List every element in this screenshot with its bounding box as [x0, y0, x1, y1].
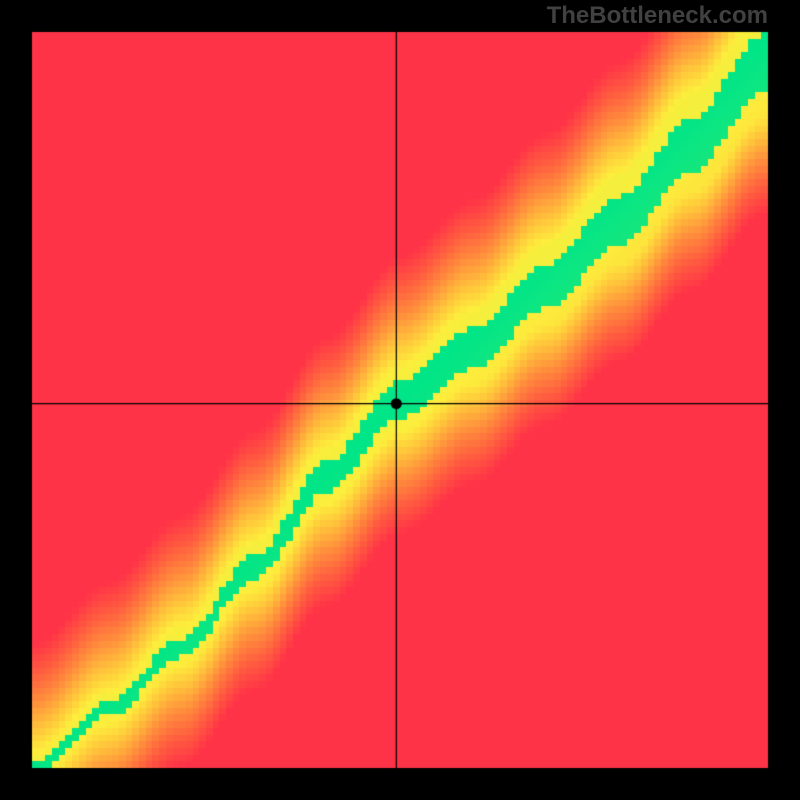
watermark-text: TheBottleneck.com	[547, 2, 768, 30]
chart-container: TheBottleneck.com	[0, 0, 800, 800]
bottleneck-heatmap	[0, 0, 800, 800]
